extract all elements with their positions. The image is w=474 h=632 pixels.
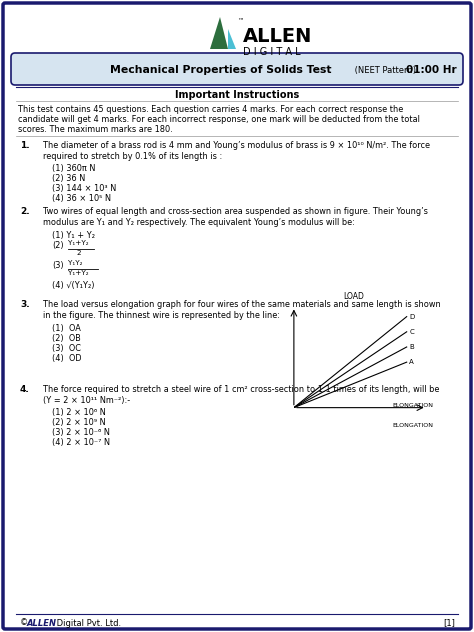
Text: 1.: 1. [20, 141, 29, 150]
Text: ALLEN: ALLEN [243, 28, 312, 47]
Text: (2) 36 N: (2) 36 N [52, 174, 85, 183]
Text: (4) √(Y₁Y₂): (4) √(Y₁Y₂) [52, 281, 94, 290]
Text: (2) 2 × 10⁹ N: (2) 2 × 10⁹ N [52, 418, 106, 427]
Text: candidate will get 4 marks. For each incorrect response, one mark will be deduct: candidate will get 4 marks. For each inc… [18, 115, 420, 124]
Text: (4) 36 × 10⁵ N: (4) 36 × 10⁵ N [52, 194, 111, 203]
Text: This test contains 45 questions. Each question carries 4 marks. For each correct: This test contains 45 questions. Each qu… [18, 105, 403, 114]
Text: Two wires of equal length and cross-section area suspended as shown in figure. T: Two wires of equal length and cross-sect… [43, 207, 428, 216]
Text: in the figure. The thinnest wire is represented by the line:: in the figure. The thinnest wire is repr… [43, 311, 280, 320]
Text: (NEET Pattern): (NEET Pattern) [352, 66, 419, 75]
Text: C: C [410, 329, 414, 335]
Text: 3.: 3. [20, 300, 29, 309]
Text: The load versus elongation graph for four wires of the same materials and same l: The load versus elongation graph for fou… [43, 300, 441, 309]
Text: (1)  OA: (1) OA [52, 324, 81, 333]
Text: [1]: [1] [443, 619, 455, 628]
Text: (2)  OB: (2) OB [52, 334, 81, 343]
Text: (4) 2 × 10⁻⁷ N: (4) 2 × 10⁻⁷ N [52, 438, 110, 447]
Text: required to stretch by 0.1% of its length is :: required to stretch by 0.1% of its lengt… [43, 152, 222, 161]
Polygon shape [210, 17, 228, 49]
FancyBboxPatch shape [11, 53, 463, 85]
Text: (2): (2) [52, 241, 64, 250]
Text: LOAD: LOAD [343, 293, 364, 301]
Polygon shape [228, 29, 236, 49]
Text: Y₁+Y₂: Y₁+Y₂ [68, 270, 89, 276]
Text: (1) 2 × 10⁶ N: (1) 2 × 10⁶ N [52, 408, 106, 417]
Text: ©: © [20, 619, 28, 628]
Text: 2.: 2. [20, 207, 29, 216]
Text: (3): (3) [52, 261, 64, 270]
Text: ELONGATION: ELONGATION [392, 423, 433, 428]
Text: (Y = 2 × 10¹¹ Nm⁻²):-: (Y = 2 × 10¹¹ Nm⁻²):- [43, 396, 130, 405]
Text: (4)  OD: (4) OD [52, 354, 82, 363]
Text: Mechanical Properties of Solids Test: Mechanical Properties of Solids Test [110, 65, 331, 75]
Text: D I G I T A L: D I G I T A L [243, 47, 301, 57]
Text: The force required to stretch a steel wire of 1 cm² cross-section to 1.1 times o: The force required to stretch a steel wi… [43, 385, 439, 394]
Text: (1) 360π N: (1) 360π N [52, 164, 95, 173]
Text: 4.: 4. [20, 385, 30, 394]
Text: (3)  OC: (3) OC [52, 344, 81, 353]
Text: 2: 2 [76, 250, 81, 256]
Text: (3) 144 × 10³ N: (3) 144 × 10³ N [52, 184, 116, 193]
Text: scores. The maximum marks are 180.: scores. The maximum marks are 180. [18, 125, 173, 134]
Text: ELONGATION: ELONGATION [392, 403, 433, 408]
Text: Y₁Y₂: Y₁Y₂ [68, 260, 82, 266]
Text: 01:00 Hr: 01:00 Hr [406, 65, 456, 75]
Text: The diameter of a brass rod is 4 mm and Young’s modulus of brass is 9 × 10¹⁰ N/m: The diameter of a brass rod is 4 mm and … [43, 141, 430, 150]
Text: ALLEN: ALLEN [27, 619, 57, 628]
Text: D: D [410, 313, 415, 320]
Text: B: B [410, 344, 414, 350]
Text: Important Instructions: Important Instructions [175, 90, 299, 100]
Text: A: A [410, 359, 414, 365]
Text: modulus are Y₁ and Y₂ respectively. The equivalent Young’s modulus will be:: modulus are Y₁ and Y₂ respectively. The … [43, 218, 355, 227]
Text: Digital Pvt. Ltd.: Digital Pvt. Ltd. [54, 619, 121, 628]
FancyBboxPatch shape [3, 3, 471, 629]
Text: (1) Y₁ + Y₂: (1) Y₁ + Y₂ [52, 231, 95, 240]
Text: Y₁+Y₂: Y₁+Y₂ [68, 240, 89, 246]
Text: (3) 2 × 10⁻⁶ N: (3) 2 × 10⁻⁶ N [52, 428, 110, 437]
Text: ™: ™ [237, 19, 243, 24]
